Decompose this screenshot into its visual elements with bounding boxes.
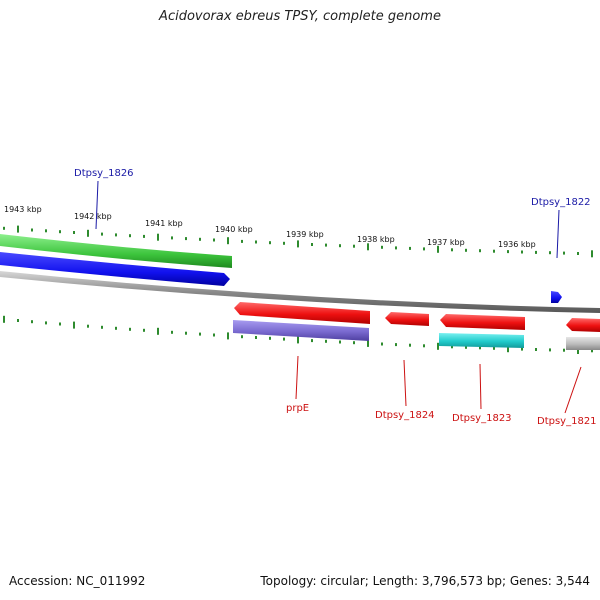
scale-labels: 1943 kbp 1942 kbp 1941 kbp 1940 kbp 1939… (4, 205, 536, 249)
scale-track-upper (3, 225, 593, 258)
scale-label: 1941 kbp (145, 219, 183, 228)
gene-dtpsy-1824[interactable] (385, 312, 429, 326)
leader-prpe (295, 355, 299, 400)
gene-label-dtpsy-1826: Dtpsy_1826 (74, 168, 134, 179)
gene-label-dtpsy-1821: Dtpsy_1821 (537, 416, 597, 427)
scale-track-lower (3, 315, 593, 354)
leader-dtpsy-1826 (95, 180, 99, 230)
gene-prpe[interactable] (233, 320, 369, 341)
gene-label-dtpsy-1823: Dtpsy_1823 (452, 413, 512, 424)
gene-dtpsy-1826[interactable] (0, 234, 232, 268)
gene-label-dtpsy-1824: Dtpsy_1824 (375, 410, 435, 421)
genome-backbone (0, 271, 600, 313)
gene-dtpsy-1823-red[interactable] (440, 314, 525, 330)
gene-forward-blue[interactable] (0, 252, 230, 286)
gene-dtpsy-1822[interactable] (551, 291, 562, 303)
scale-label: 1940 kbp (215, 225, 253, 234)
scale-label: 1942 kbp (74, 212, 112, 221)
scale-label: 1943 kbp (4, 205, 42, 214)
leader-dtpsy-1824 (403, 359, 407, 407)
scale-label: 1937 kbp (427, 238, 465, 247)
leader-dtpsy-1822 (556, 209, 560, 259)
accession-text: Accession: NC_011992 (9, 574, 146, 588)
scale-label: 1939 kbp (286, 230, 324, 239)
leader-dtpsy-1821 (564, 366, 582, 414)
scale-label: 1938 kbp (357, 235, 395, 244)
topology-text: Topology: circular; Length: 3,796,573 bp… (260, 574, 590, 588)
gene-dtpsy-1823[interactable] (439, 333, 524, 348)
gene-dtpsy-1821-red[interactable] (566, 318, 600, 332)
gene-label-prpe: prpE (286, 403, 309, 414)
map-title: Acidovorax ebreus TPSY, complete genome (159, 9, 441, 24)
leader-dtpsy-1823 (479, 363, 482, 410)
scale-label: 1936 kbp (498, 240, 536, 249)
gene-label-dtpsy-1822: Dtpsy_1822 (531, 197, 591, 208)
gene-prpe-red[interactable] (234, 302, 370, 324)
gene-dtpsy-1821[interactable] (566, 337, 600, 350)
